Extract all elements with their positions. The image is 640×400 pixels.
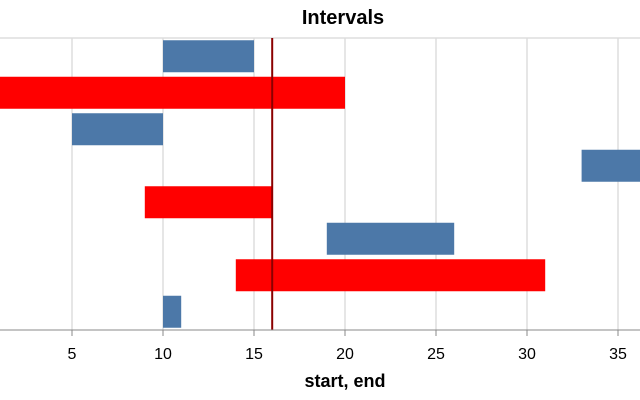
- interval-bar-5: [144, 186, 273, 219]
- bar-layer: [0, 40, 640, 328]
- interval-bar-7: [235, 259, 546, 292]
- interval-bar-3: [72, 113, 163, 146]
- interval-bar-4: [581, 149, 640, 182]
- interval-bar-1: [163, 40, 254, 73]
- tick-label-10: 10: [154, 346, 172, 363]
- tick-label-5: 5: [68, 346, 77, 363]
- interval-bar-2: [0, 76, 345, 109]
- tick-label-20: 20: [336, 346, 354, 363]
- interval-bar-8: [163, 295, 182, 328]
- interval-bar-6: [326, 222, 455, 255]
- tick-label-15: 15: [245, 346, 263, 363]
- x-axis: 5 10 15 20 25 30 35: [0, 329, 640, 363]
- chart-title: Intervals: [302, 7, 384, 29]
- tick-label-35: 35: [609, 346, 627, 363]
- tick-label-30: 30: [518, 346, 536, 363]
- x-axis-label: start, end: [304, 371, 385, 391]
- tick-label-25: 25: [427, 346, 445, 363]
